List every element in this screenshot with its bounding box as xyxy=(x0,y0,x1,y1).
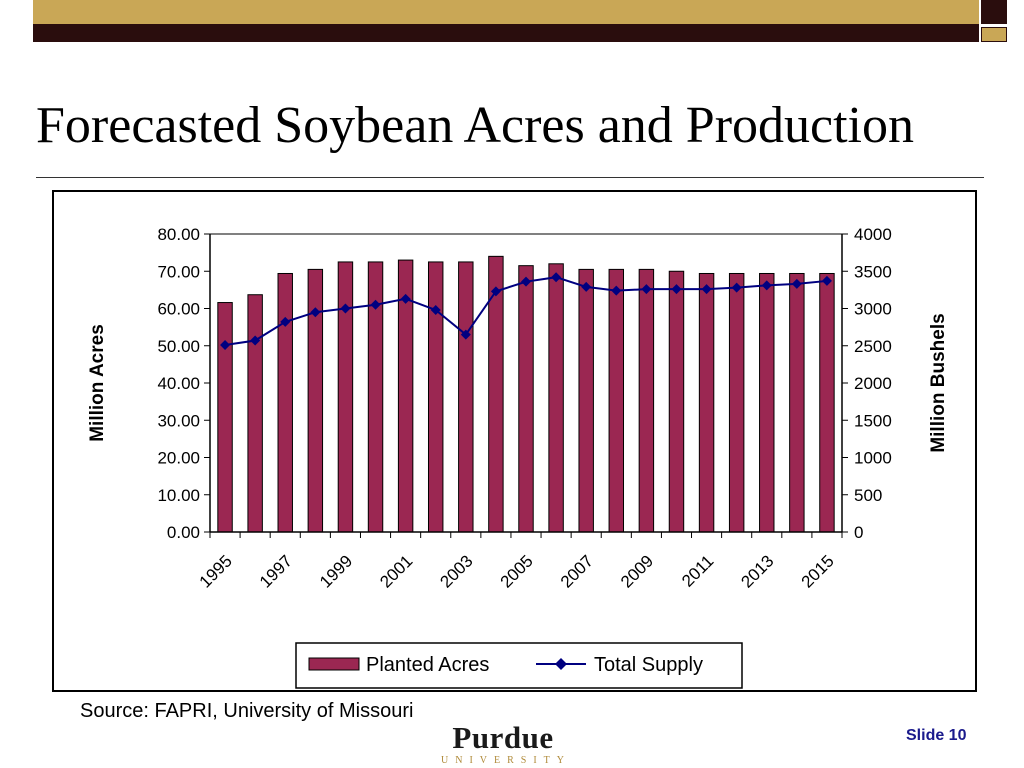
point-total-supply xyxy=(821,275,832,286)
x-axis-tick-label: 2007 xyxy=(557,551,597,591)
point-total-supply xyxy=(340,303,351,314)
point-total-supply xyxy=(701,284,712,295)
slide-title: Forecasted Soybean Acres and Production xyxy=(36,97,915,154)
bar-planted-acres xyxy=(217,302,233,533)
point-total-supply xyxy=(731,282,742,293)
right-axis-title: Million Bushels xyxy=(928,313,949,452)
bar-planted-acres xyxy=(728,272,745,533)
bar-planted-acres xyxy=(458,261,474,533)
corner-dark-block xyxy=(981,0,1007,24)
point-total-supply xyxy=(250,335,261,346)
right-axis-tick-label: 2500 xyxy=(854,337,892,356)
right-axis-tick-label: 1000 xyxy=(854,449,892,468)
point-total-supply xyxy=(280,316,291,327)
bar-planted-acres xyxy=(247,294,263,533)
top-gold-band xyxy=(33,0,979,24)
point-total-supply xyxy=(310,307,321,318)
logo-wordmark: Purdue xyxy=(452,720,554,755)
right-axis-tick-label: 3500 xyxy=(854,262,892,281)
left-axis-tick-label: 10.00 xyxy=(157,486,200,505)
right-axis-tick-label: 3000 xyxy=(854,300,892,319)
legend-swatch-planted-acres xyxy=(308,657,360,671)
x-axis-tick-label: 2003 xyxy=(436,551,476,591)
bar-planted-acres xyxy=(668,270,685,533)
point-total-supply xyxy=(220,340,231,351)
right-axis-tick-label: 4000 xyxy=(854,225,892,244)
left-axis-tick-label: 30.00 xyxy=(157,411,200,430)
point-total-supply xyxy=(460,329,471,340)
legend-swatch-total-supply-marker xyxy=(555,658,567,670)
point-total-supply xyxy=(400,293,411,304)
bar-planted-acres xyxy=(578,268,594,533)
source-note: Source: FAPRI, University of Missouri xyxy=(80,700,414,722)
chart-frame: 0.00 10.00 20.00 30.00 40.00 50.00 60.00 70.00 8… xyxy=(52,190,977,692)
point-total-supply xyxy=(791,278,802,289)
x-axis-tick-label: 2005 xyxy=(497,551,537,591)
bar-planted-acres xyxy=(548,263,564,533)
left-axis-tick-label: 40.00 xyxy=(157,374,200,393)
right-axis-tick-label: 500 xyxy=(854,486,882,505)
legend-box xyxy=(295,642,743,689)
legend-label-planted-acres: Planted Acres xyxy=(366,654,489,676)
bar-planted-acres xyxy=(698,272,715,533)
bar-planted-acres xyxy=(277,272,293,533)
x-axis-tick-label: 2015 xyxy=(798,551,838,591)
right-axis-tick-label: 1500 xyxy=(854,411,892,430)
corner-gold-block xyxy=(981,27,1007,42)
bar-planted-acres xyxy=(427,261,444,533)
left-axis-tick-label: 70.00 xyxy=(157,262,200,281)
bar-planted-acres xyxy=(759,272,775,533)
left-axis-tick-label: 20.00 xyxy=(157,449,200,468)
x-axis-tick-label: 1997 xyxy=(256,551,296,591)
x-axis-tick-label: 2013 xyxy=(737,551,777,591)
point-total-supply xyxy=(761,280,772,291)
combo-chart: 0.00 10.00 20.00 30.00 40.00 50.00 60.00 70.00 8… xyxy=(87,225,949,689)
x-axis-tick-label: 2009 xyxy=(617,551,657,591)
slide-number: Slide 10 xyxy=(906,727,967,744)
bar-planted-acres xyxy=(789,272,805,533)
point-total-supply xyxy=(521,276,531,287)
point-total-supply xyxy=(611,285,622,296)
right-axis-tick-label: 0 xyxy=(854,523,863,542)
left-axis-title: Million Acres xyxy=(87,324,108,442)
bar-planted-acres xyxy=(819,272,835,533)
point-total-supply xyxy=(551,272,562,283)
point-total-supply xyxy=(490,286,501,297)
x-axis-tick-label: 1999 xyxy=(316,551,356,591)
point-total-supply xyxy=(430,304,441,315)
left-axis-tick-label: 60.00 xyxy=(157,300,200,319)
bar-planted-acres xyxy=(518,265,534,533)
title-divider xyxy=(36,177,984,178)
left-axis-tick-label: 50.00 xyxy=(157,337,200,356)
left-axis-tick-label: 80.00 xyxy=(157,225,200,244)
bar-planted-acres xyxy=(608,268,625,533)
logo-subtext: UNIVERSITY xyxy=(441,755,571,766)
x-axis-tick-label: 2001 xyxy=(376,551,416,591)
x-axis-tick-label: 1995 xyxy=(196,551,236,591)
point-total-supply xyxy=(641,284,652,295)
point-total-supply xyxy=(671,284,682,295)
legend-label-total-supply: Total Supply xyxy=(594,654,703,676)
purdue-logo: Purdue UNIVERSITY xyxy=(433,722,573,767)
x-axis-tick-label: 2011 xyxy=(678,551,717,590)
bar-planted-acres xyxy=(638,268,655,533)
top-dark-band xyxy=(33,24,979,42)
point-total-supply xyxy=(370,299,381,310)
left-axis-tick-label: 0.00 xyxy=(167,523,200,542)
right-axis-tick-label: 2000 xyxy=(854,374,892,393)
bar-planted-acres xyxy=(337,261,354,533)
point-total-supply xyxy=(581,281,592,292)
